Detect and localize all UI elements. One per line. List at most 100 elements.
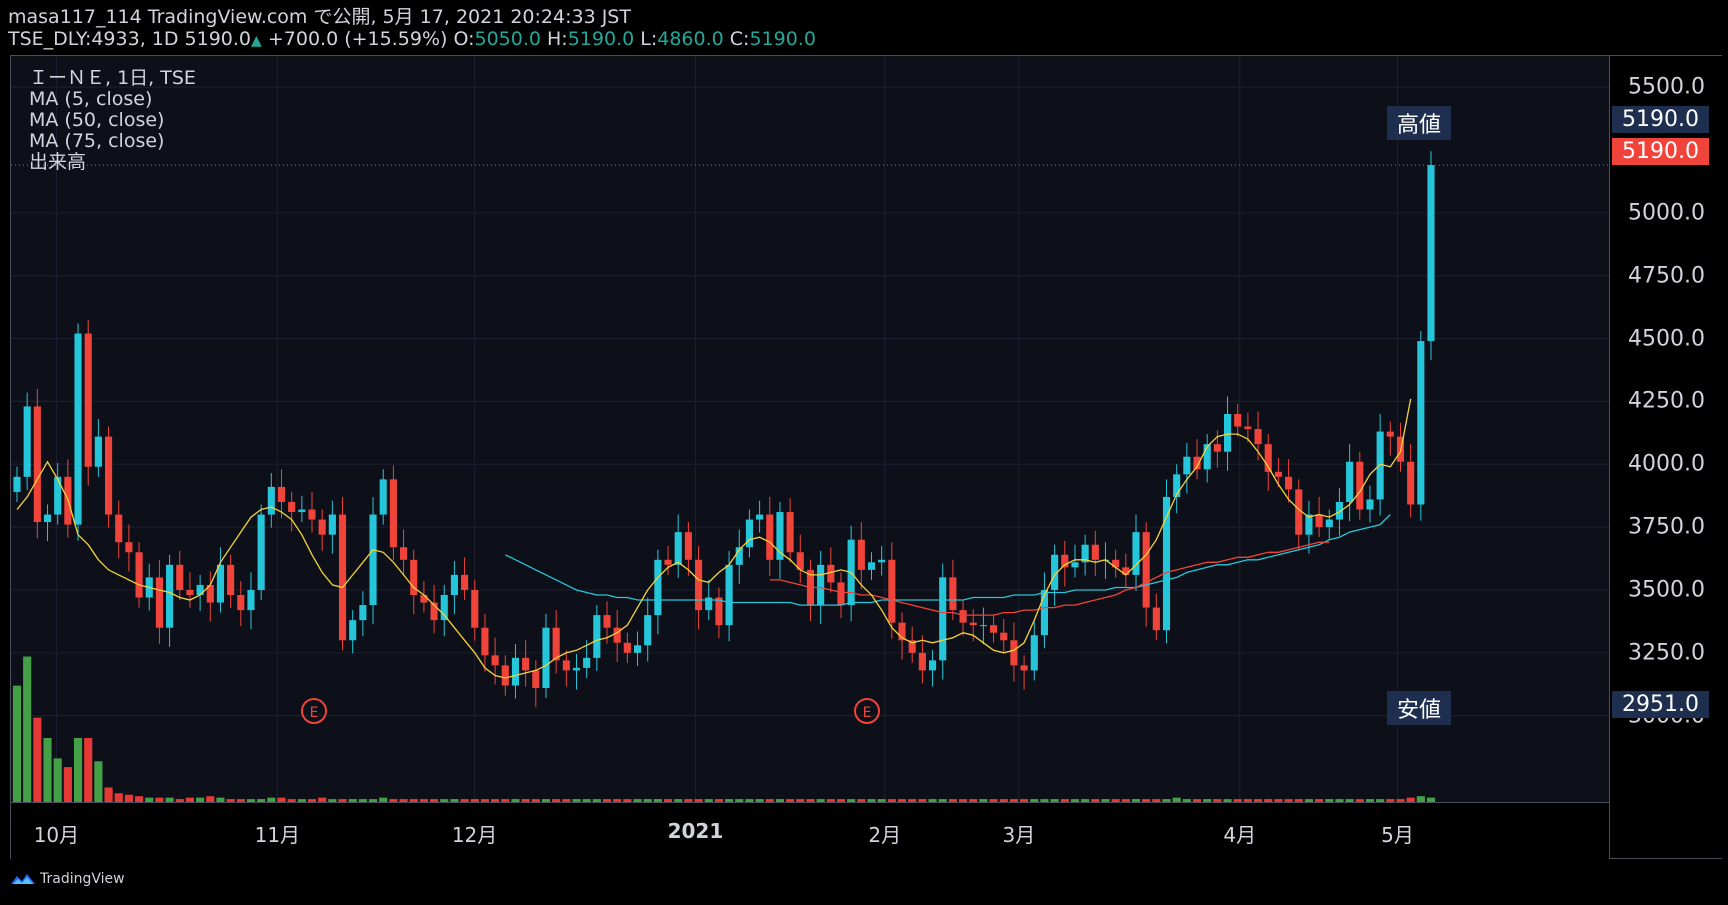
volume-bar [826,799,835,802]
candle-body [1051,554,1059,590]
volume-bar [389,799,398,802]
volume-bar [1040,799,1049,802]
candle-body [542,627,550,689]
volume-bar [735,799,744,802]
earnings-event-icon[interactable]: E [301,698,327,724]
volume-bar [521,799,530,802]
volume-bar [867,799,876,802]
volume-bar [358,799,367,802]
axis-corner [1609,802,1722,858]
candle-body [1325,519,1333,528]
candle-body [1000,632,1008,641]
legend-ma75: MA (75, close) [29,130,165,152]
volume-bar [23,656,32,802]
volume-bar [755,799,764,802]
volume-bar [267,797,276,802]
candle-body [338,514,347,641]
candle-body [389,479,397,548]
volume-bar [1355,799,1364,802]
volume-bar [1294,799,1303,802]
x-tick-label: 11月 [254,823,301,847]
volume-bar [684,799,693,802]
candle-body [308,509,316,520]
candle-body [644,615,652,646]
candle-body [725,564,733,626]
candle-body [1376,431,1384,500]
volume-bar [348,799,357,802]
candle-body [349,620,357,641]
volume-bar [1223,799,1232,802]
volume-bar [491,799,500,802]
candle-body [1244,426,1252,430]
candle-body [186,589,194,596]
candle-body [1274,471,1282,477]
volume-bar [175,799,184,802]
volume-bar [816,799,825,802]
volume-bar [633,799,642,802]
candle-body [1112,559,1120,568]
chart-frame[interactable]: ＩーＮＥ, 1日, TSE MA (5, close) MA (50, clos… [10,55,1722,859]
volume-bar [847,799,856,802]
volume-bar [246,799,256,802]
candle-body [1183,456,1191,475]
volume-bar [1172,797,1181,802]
earnings-event-icon[interactable]: E [854,698,880,724]
open-label: O: [453,28,475,50]
volume-bar [613,799,622,802]
volume-bar [1162,799,1171,802]
volume-bar [1406,797,1415,802]
price-axis[interactable]: 5500.0 5000.0 4750.0 4500.0 4250.0 4000.0 3750… [1609,56,1722,802]
candle-body [166,564,174,628]
candle-body [13,476,21,492]
volume-bar [674,799,683,802]
y-tick-label: 4500.0 [1628,326,1705,352]
candle-body [562,660,570,671]
candle-body [1193,456,1201,470]
volume-bar [165,797,174,802]
candle-body [1030,635,1038,671]
last-price-tag: 5190.0 [1612,138,1709,165]
candle-body [379,479,387,515]
candle-body [613,627,621,643]
volume-bar [338,799,347,802]
x-tick-label: 12月 [451,823,498,847]
candle-body [104,436,113,515]
time-axis[interactable]: 10月 11月 12月 2021 2月 3月 4月 5月 [11,802,1609,859]
volume-bar [1426,797,1436,802]
candle-body [125,542,133,553]
candle-body [1427,165,1435,342]
candle-body [552,627,560,661]
ma5-line [16,398,1412,679]
volume-bar [1081,799,1090,802]
volume-bar [328,799,337,802]
candle-body [1132,532,1140,575]
candle-body [796,552,804,570]
volume-bar [470,799,479,802]
candle-body [857,539,865,570]
volume-bar [836,799,846,802]
candlestick-chart[interactable] [11,56,1609,802]
volume-bar [1020,799,1029,802]
volume-bar [368,799,378,802]
volume-bar [196,797,205,802]
brand-footer[interactable]: TradingView [10,871,125,887]
volume-bar [1182,799,1191,802]
volume-bar [1243,799,1252,802]
volume-bar [531,799,540,802]
volume-bar [84,738,93,802]
candle-body [583,657,591,668]
candle-body [664,559,672,565]
candle-body [1071,562,1079,568]
volume-bar [1376,799,1385,802]
volume-bar [409,799,418,802]
candle-body [1020,665,1028,671]
x-tick-label: 3月 [1002,823,1036,847]
plot-area[interactable]: ＩーＮＥ, 1日, TSE MA (5, close) MA (50, clos… [11,56,1609,802]
volume-bar [1091,799,1100,802]
close-value: 5190.0 [749,28,816,50]
candle-body [511,657,520,686]
candle-body [450,574,458,596]
low-value: 4860.0 [657,28,724,50]
candle-body [674,532,682,565]
volume-bar [857,799,866,802]
